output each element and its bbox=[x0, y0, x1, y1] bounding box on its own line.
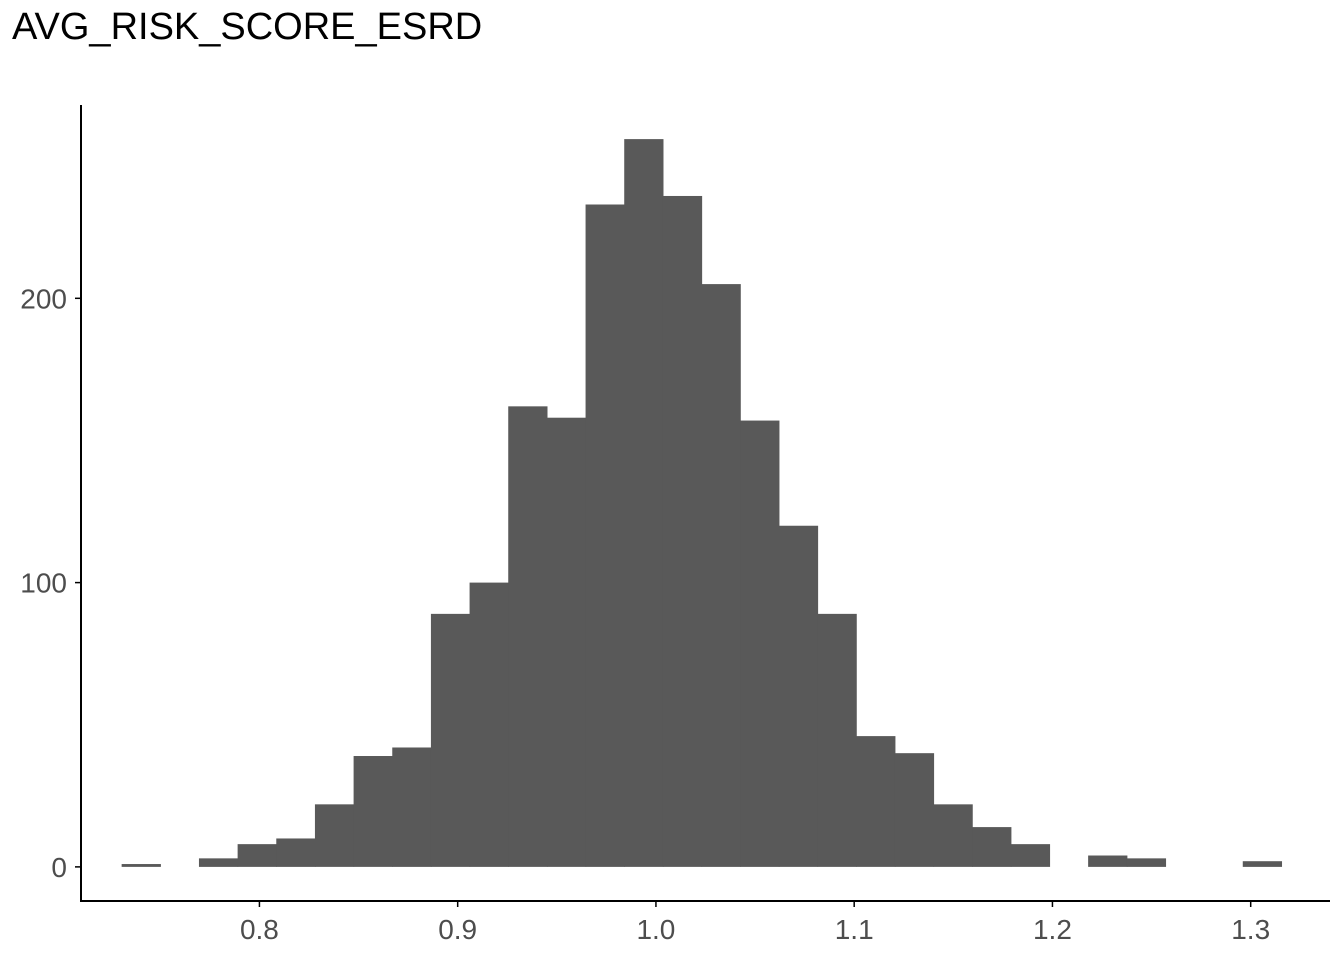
histogram-bar bbox=[1088, 855, 1128, 867]
histogram-bar bbox=[1010, 844, 1051, 867]
y-tick-label: 200 bbox=[20, 283, 67, 314]
histogram-bar bbox=[353, 756, 393, 867]
histogram-bar bbox=[662, 195, 703, 867]
x-tick-label: 0.9 bbox=[438, 914, 477, 945]
histogram-bar bbox=[508, 406, 548, 867]
x-tick-label: 1.3 bbox=[1231, 914, 1270, 945]
histogram-bar bbox=[1126, 858, 1167, 867]
histogram-bar bbox=[701, 284, 741, 867]
histogram-bar bbox=[121, 864, 161, 867]
histogram-bars bbox=[121, 139, 1283, 867]
y-axis-ticks: 0 100 200 bbox=[20, 283, 81, 883]
histogram-bar bbox=[856, 736, 896, 867]
histogram-bar bbox=[933, 804, 973, 867]
histogram-bar bbox=[392, 747, 432, 867]
histogram-bar bbox=[546, 417, 587, 867]
histogram-bar bbox=[198, 858, 239, 867]
x-tick-label: 1.0 bbox=[636, 914, 675, 945]
histogram-bar bbox=[430, 613, 471, 867]
histogram-bar bbox=[237, 844, 277, 867]
histogram-bar bbox=[1242, 861, 1283, 867]
histogram-bar bbox=[585, 204, 625, 867]
histogram-bar bbox=[740, 420, 780, 867]
histogram-bar bbox=[972, 827, 1012, 867]
x-tick-label: 0.8 bbox=[240, 914, 279, 945]
x-tick-label: 1.2 bbox=[1033, 914, 1072, 945]
y-tick-label: 0 bbox=[51, 852, 67, 883]
histogram-bar bbox=[817, 613, 857, 867]
histogram-bar bbox=[894, 753, 935, 867]
histogram-bar bbox=[469, 582, 509, 867]
x-axis-ticks: 0.8 0.9 1.0 1.1 1.2 1.3 bbox=[240, 901, 1270, 945]
y-tick-label: 100 bbox=[20, 568, 67, 599]
histogram-bar bbox=[778, 525, 819, 867]
histogram-bar bbox=[276, 838, 316, 867]
histogram-bar bbox=[624, 139, 664, 867]
histogram-bar bbox=[314, 804, 355, 867]
x-tick-label: 1.1 bbox=[835, 914, 874, 945]
chart-title: AVG_RISK_SCORE_ESRD bbox=[12, 6, 483, 48]
